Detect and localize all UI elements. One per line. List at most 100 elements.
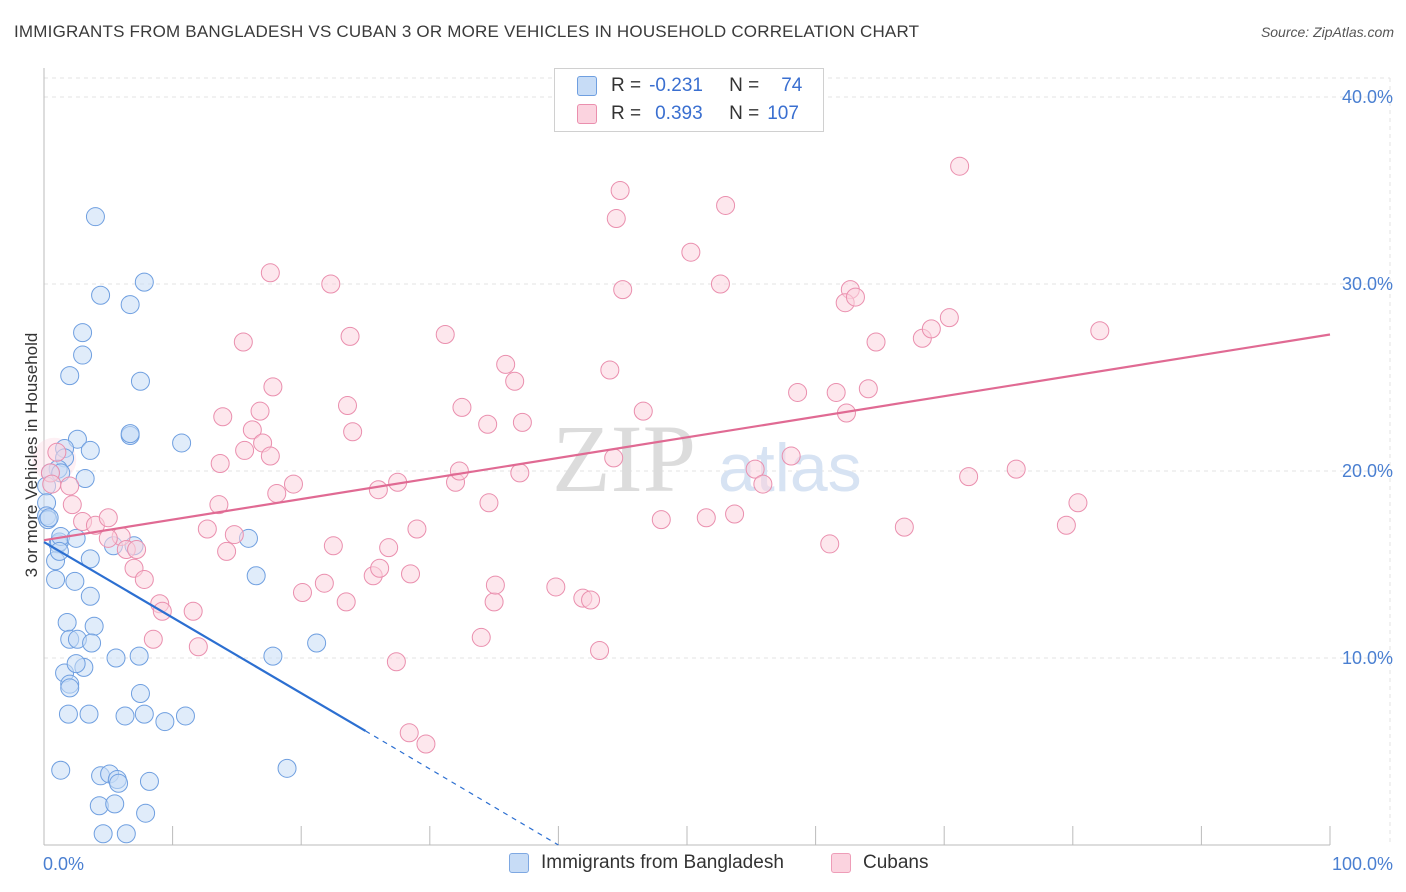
point-cubans <box>633 401 653 421</box>
point-cubans <box>143 629 163 649</box>
point-cubans <box>845 287 865 307</box>
series-legend: Immigrants from Bangladesh Cubans <box>0 852 1406 878</box>
tick-labels: 10.0% 20.0% 30.0% 40.0% 0.0% 100.0% <box>43 87 1393 874</box>
point-cubans <box>858 379 878 399</box>
point-cubans <box>98 508 118 528</box>
chart-title: IMMIGRANTS FROM BANGLADESH VS CUBAN 3 OR… <box>14 22 920 41</box>
point-cubans <box>416 734 436 754</box>
point-cubans <box>250 401 270 421</box>
point-cubans <box>283 474 303 494</box>
point-cubans <box>233 332 253 352</box>
point-cubans <box>866 332 886 352</box>
legend-r-value: 0.393 <box>655 103 703 124</box>
point-cubans <box>781 446 801 466</box>
point-cubans <box>449 461 469 481</box>
point-bangladesh <box>136 803 156 823</box>
point-cubans <box>213 407 233 427</box>
point-cubans <box>60 476 80 496</box>
legend-item-bangladesh: Immigrants from Bangladesh <box>509 852 784 874</box>
point-cubans <box>959 467 979 487</box>
legend-r-label: R = <box>611 75 642 96</box>
point-cubans <box>399 723 419 743</box>
point-bangladesh <box>79 704 99 724</box>
point-cubans <box>407 519 427 539</box>
axes <box>43 68 1331 846</box>
legend-item-cubans: Cubans <box>831 852 929 874</box>
point-cubans <box>496 354 516 374</box>
point-cubans <box>386 652 406 672</box>
point-bangladesh <box>115 706 135 726</box>
point-cubans <box>242 420 262 440</box>
point-cubans <box>745 459 765 479</box>
point-bangladesh <box>134 272 154 292</box>
point-cubans <box>368 480 388 500</box>
point-cubans <box>613 280 633 300</box>
legend-row-cubans: R = 0.393 N = 107 <box>577 101 799 127</box>
point-cubans <box>696 508 716 528</box>
point-cubans <box>753 474 773 494</box>
trend-lines <box>43 333 1331 846</box>
point-bangladesh <box>80 586 100 606</box>
point-bangladesh <box>84 616 104 636</box>
point-bangladesh <box>93 824 113 844</box>
point-cubans <box>471 627 491 647</box>
point-cubans <box>336 592 356 612</box>
legend-swatch-cubans <box>831 853 851 873</box>
point-bangladesh <box>130 684 150 704</box>
point-cubans <box>209 495 229 515</box>
point-cubans <box>263 377 283 397</box>
point-cubans <box>1006 459 1026 479</box>
point-bangladesh <box>67 429 87 449</box>
legend-n-label: N = <box>729 103 760 124</box>
point-bangladesh <box>129 646 149 666</box>
point-bangladesh <box>58 704 78 724</box>
point-cubans <box>435 324 455 344</box>
point-cubans <box>260 263 280 283</box>
point-cubans <box>321 274 341 294</box>
point-bangladesh <box>139 771 159 791</box>
point-cubans <box>260 446 280 466</box>
point-bangladesh <box>65 571 85 591</box>
point-cubans <box>479 493 499 513</box>
point-cubans <box>681 242 701 262</box>
point-cubans <box>47 442 67 462</box>
point-cubans <box>581 590 601 610</box>
legend-label-cubans: Cubans <box>863 852 929 873</box>
legend-swatch-cubans <box>577 104 597 124</box>
point-bangladesh <box>246 566 266 586</box>
point-bangladesh <box>46 569 66 589</box>
point-bangladesh <box>66 528 86 548</box>
point-cubans <box>62 495 82 515</box>
point-cubans <box>939 308 959 328</box>
point-cubans <box>788 382 808 402</box>
point-cubans <box>600 360 620 380</box>
point-cubans <box>314 573 334 593</box>
correlation-legend: R = -0.231 N = 74 R = 0.393 N = 107 <box>554 68 824 132</box>
legend-swatch-bangladesh <box>577 76 597 96</box>
legend-swatch-bangladesh <box>509 853 529 873</box>
point-bangladesh <box>75 468 95 488</box>
point-cubans <box>610 181 630 200</box>
point-cubans <box>512 412 532 432</box>
trend-line-bangladesh <box>43 541 367 732</box>
point-bangladesh <box>105 794 125 814</box>
y-tick-label: 10.0% <box>1342 648 1393 668</box>
point-bangladesh <box>175 706 195 726</box>
point-bangladesh <box>116 824 136 844</box>
point-cubans <box>1068 493 1088 513</box>
point-bangladesh <box>277 758 297 778</box>
point-cubans <box>485 575 505 595</box>
y-tick-label: 30.0% <box>1342 274 1393 294</box>
legend-n-label: N = <box>729 75 760 96</box>
point-bangladesh <box>73 323 93 343</box>
watermark-zip: ZIP <box>552 405 696 512</box>
point-cubans <box>710 274 730 294</box>
point-cubans <box>820 534 840 554</box>
point-bangladesh <box>82 633 102 653</box>
point-cubans <box>340 326 360 346</box>
point-cubans <box>826 382 846 402</box>
point-cubans <box>210 454 230 474</box>
trend-line-cubans <box>43 333 1331 542</box>
point-cubans <box>546 577 566 597</box>
point-cubans <box>1090 321 1110 341</box>
